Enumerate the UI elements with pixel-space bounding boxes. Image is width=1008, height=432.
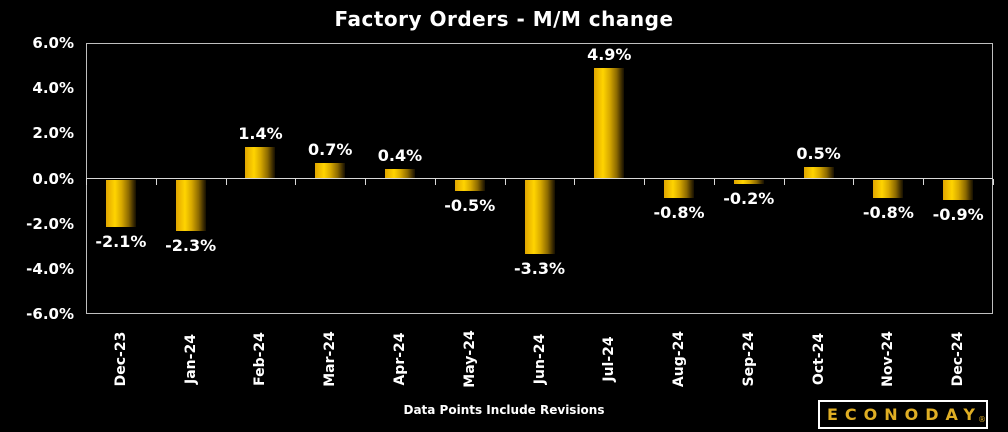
axis-tick-mark	[434, 178, 436, 185]
econoday-logo-text: ECONODAY	[827, 404, 982, 424]
y-axis-tick-label: 2.0%	[32, 124, 74, 143]
y-axis-tick-label: 4.0%	[32, 79, 74, 98]
axis-tick-mark	[504, 178, 506, 185]
axis-tick-mark	[225, 178, 227, 185]
y-axis-tick-label: 6.0%	[32, 34, 74, 52]
econoday-logo: ECONODAY ®	[818, 400, 988, 429]
axis-tick-mark	[644, 178, 646, 185]
bar	[943, 179, 974, 200]
bar-value-label: -0.2%	[723, 189, 775, 209]
bar	[803, 167, 834, 179]
bar-value-label: 1.4%	[238, 123, 283, 143]
x-axis-category-label: Jan-24	[182, 334, 199, 384]
bar-value-label: 0.5%	[796, 144, 841, 164]
x-axis-category-label: Nov-24	[880, 331, 897, 387]
bar	[315, 162, 346, 179]
bar-value-label: 4.9%	[587, 44, 632, 64]
axis-tick-mark	[574, 178, 576, 185]
axis-tick-mark	[365, 178, 367, 185]
axis-tick-mark	[155, 178, 157, 185]
bar	[733, 179, 764, 185]
zero-axis-line	[86, 178, 993, 179]
bar-value-label: -0.9%	[932, 204, 984, 224]
bar	[454, 179, 485, 191]
bar-value-label: -2.1%	[95, 231, 147, 251]
axis-tick-mark	[783, 178, 785, 185]
x-axis-category-label: Feb-24	[252, 332, 269, 386]
x-axis-category-label: Dec-24	[950, 331, 967, 387]
y-axis-tick-label: -4.0%	[26, 259, 74, 278]
axis-tick-mark	[853, 178, 855, 185]
y-axis-tick-label: 0.0%	[32, 169, 74, 188]
bar	[594, 67, 625, 179]
registered-trademark-icon: ®	[977, 415, 986, 424]
bar-value-label: -3.3%	[513, 259, 565, 279]
axis-tick-mark	[713, 178, 715, 185]
axis-tick-mark	[295, 178, 297, 185]
bar-value-label: -0.5%	[444, 195, 496, 215]
chart-title: Factory Orders - M/M change	[334, 7, 674, 31]
x-axis-category-label: Oct-24	[810, 332, 827, 386]
bar-value-label: -0.8%	[862, 202, 914, 222]
x-axis-category-label: May-24	[461, 330, 478, 388]
bar	[873, 179, 904, 198]
bar	[175, 179, 206, 232]
bar	[524, 179, 555, 255]
y-axis-tick-label: -6.0%	[26, 305, 74, 323]
bar	[245, 146, 276, 179]
x-axis-category-label: Dec-23	[112, 331, 129, 387]
x-axis-category-label: Jun-24	[531, 333, 548, 385]
y-axis-tick-label: -2.0%	[26, 214, 74, 233]
bar-value-label: 0.7%	[308, 139, 353, 159]
x-axis-category-label: Mar-24	[322, 331, 339, 387]
x-axis-category-label: Apr-24	[391, 332, 408, 386]
axis-tick-mark	[923, 178, 925, 185]
bar	[384, 169, 415, 179]
bar-value-label: 0.4%	[377, 146, 423, 166]
x-axis-category-label: Sep-24	[740, 331, 757, 387]
bar-value-label: -2.3%	[165, 236, 217, 256]
bar-value-label: -0.8%	[653, 202, 705, 222]
bar	[664, 179, 695, 198]
x-axis-category-label: Jul-24	[601, 336, 618, 382]
bar	[105, 179, 136, 227]
axis-tick-mark	[993, 178, 994, 185]
axis-tick-mark	[86, 178, 87, 185]
x-axis-category-label: Aug-24	[671, 330, 688, 388]
footer-note: Data Points Include Revisions	[403, 403, 605, 417]
